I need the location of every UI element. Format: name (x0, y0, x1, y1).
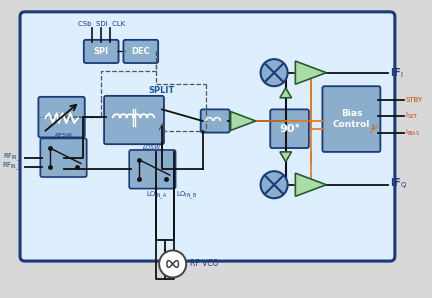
FancyBboxPatch shape (124, 40, 158, 63)
Text: IF$_\mathsf{I}$: IF$_\mathsf{I}$ (390, 66, 403, 80)
FancyBboxPatch shape (104, 96, 164, 144)
Text: I$_{\sf SET}$: I$_{\sf SET}$ (406, 111, 419, 121)
Text: LO$_{\sf IN\_B}$: LO$_{\sf IN\_B}$ (175, 190, 197, 202)
Text: DEC: DEC (131, 47, 150, 56)
Text: RFSW: RFSW (54, 134, 73, 138)
Text: 2: 2 (371, 125, 375, 130)
FancyBboxPatch shape (201, 109, 230, 133)
Text: IF$_\mathsf{Q}$: IF$_\mathsf{Q}$ (390, 177, 407, 192)
Circle shape (260, 171, 288, 198)
Text: RF$_{\sf IN\_Y}$: RF$_{\sf IN\_Y}$ (3, 152, 23, 164)
Circle shape (260, 59, 288, 86)
Text: I$_{\sf BIAS}$: I$_{\sf BIAS}$ (406, 128, 421, 138)
Text: SPI: SPI (94, 47, 109, 56)
Text: SPLIT: SPLIT (149, 86, 175, 95)
Polygon shape (280, 152, 292, 162)
FancyBboxPatch shape (84, 40, 118, 63)
Text: 90°: 90° (279, 124, 300, 134)
FancyBboxPatch shape (20, 12, 395, 261)
FancyBboxPatch shape (129, 150, 175, 189)
Text: Bias
Control: Bias Control (333, 109, 370, 129)
Circle shape (159, 250, 186, 277)
Polygon shape (280, 88, 292, 98)
Polygon shape (295, 61, 326, 84)
Text: RF VCO: RF VCO (190, 260, 219, 268)
FancyBboxPatch shape (11, 3, 432, 295)
Polygon shape (231, 111, 256, 131)
Text: RF$_{\sf IN\_X}$: RF$_{\sf IN\_X}$ (2, 161, 23, 173)
Text: CSb  SDI  CLK: CSb SDI CLK (78, 21, 125, 27)
FancyBboxPatch shape (270, 109, 309, 148)
FancyBboxPatch shape (322, 86, 381, 152)
FancyBboxPatch shape (38, 97, 85, 137)
Polygon shape (295, 173, 326, 196)
FancyBboxPatch shape (40, 138, 87, 177)
Text: LO$_{\sf IN\_A}$: LO$_{\sf IN\_A}$ (146, 190, 167, 202)
Text: STBY: STBY (406, 97, 423, 103)
Text: LOSW: LOSW (143, 145, 162, 150)
